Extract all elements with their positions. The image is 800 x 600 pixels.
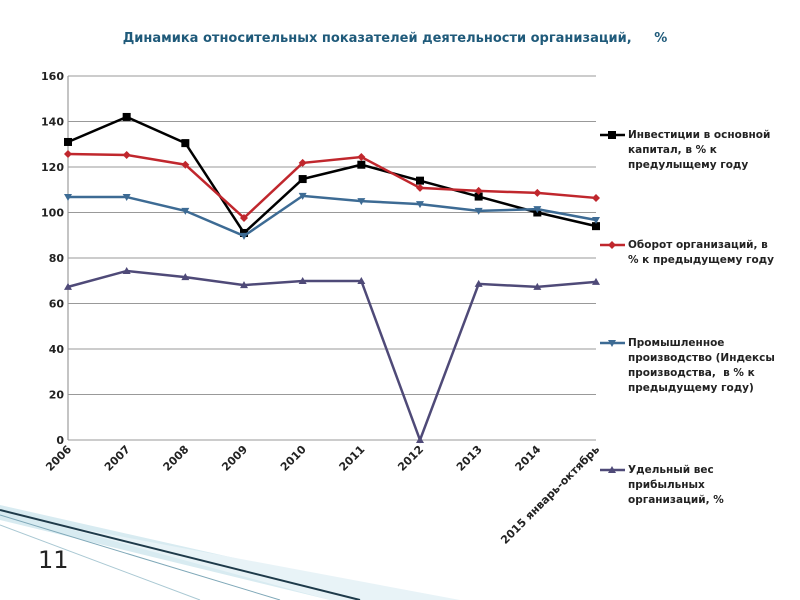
y-tick-label: 120 <box>41 161 64 174</box>
x-tick-label: 2013 <box>454 443 485 474</box>
point <box>416 176 424 185</box>
x-tick-label: 2014 <box>513 443 544 474</box>
point <box>298 192 307 200</box>
point <box>474 192 483 201</box>
y-tick-label: 60 <box>49 298 65 311</box>
line <box>67 152 597 220</box>
point <box>122 266 131 274</box>
point <box>357 276 366 284</box>
point <box>416 436 424 443</box>
point <box>64 137 72 146</box>
point <box>533 188 542 197</box>
point <box>592 222 600 231</box>
x-tick-label: 2007 <box>102 443 133 474</box>
point <box>357 160 366 169</box>
point <box>592 193 600 202</box>
decor <box>0 524 201 600</box>
point <box>240 281 248 289</box>
line <box>67 115 597 235</box>
x-tick-label: 2009 <box>219 443 250 474</box>
point <box>592 277 600 285</box>
point <box>122 112 131 121</box>
point <box>592 217 600 225</box>
x-tick-label: 2010 <box>278 443 309 474</box>
y-tick-label: 160 <box>41 70 64 83</box>
point <box>181 160 190 169</box>
slide-number: 11 <box>38 546 69 574</box>
line <box>67 269 597 444</box>
point <box>474 186 483 195</box>
y-tick-label: 40 <box>49 343 65 356</box>
x-tick-label: 2008 <box>161 443 192 474</box>
chart-title: Динамика относительных показателей деяте… <box>123 31 668 46</box>
point <box>298 276 307 284</box>
point <box>181 139 190 148</box>
y-tick-label: 0 <box>56 434 64 447</box>
point <box>240 232 248 240</box>
point <box>474 279 483 287</box>
point <box>533 282 542 290</box>
point <box>240 213 248 222</box>
decor <box>0 509 361 600</box>
point <box>64 194 72 202</box>
y-tick-label: 100 <box>41 207 64 220</box>
y-tick-label: 140 <box>41 116 64 129</box>
point <box>64 282 72 290</box>
point <box>181 207 190 215</box>
decor <box>0 514 281 600</box>
point <box>416 201 424 209</box>
x-tick-label: 2011 <box>337 443 368 474</box>
point <box>122 150 131 159</box>
legend-marker <box>608 241 616 249</box>
point <box>357 152 366 161</box>
line <box>68 194 597 238</box>
point <box>181 273 190 281</box>
point <box>474 207 483 215</box>
x-tick-label: 2006 <box>43 443 74 474</box>
point <box>357 198 366 206</box>
legend-entry: Инвестиции в основной капитал, в % к пре… <box>628 129 774 171</box>
point <box>298 158 307 167</box>
y-tick-label: 80 <box>49 252 65 265</box>
x-tick-label: 2015 январь-октябрь <box>498 443 602 547</box>
point <box>64 150 72 159</box>
legend-entry: Оборот организаций, в % к предыдущему го… <box>628 239 774 266</box>
point <box>298 175 307 184</box>
point <box>416 183 424 192</box>
legend-marker <box>608 340 616 347</box>
point <box>122 194 131 202</box>
y-tick-label: 20 <box>49 389 65 402</box>
x-tick-label: 2012 <box>395 443 426 474</box>
point <box>533 206 542 214</box>
legend-marker <box>608 466 616 473</box>
legend-entry: Промышленное производство (Индексы произ… <box>628 337 779 394</box>
legend-entry: Удельный вес прибыльных организаций, % <box>628 464 724 506</box>
legend-marker <box>608 131 616 139</box>
